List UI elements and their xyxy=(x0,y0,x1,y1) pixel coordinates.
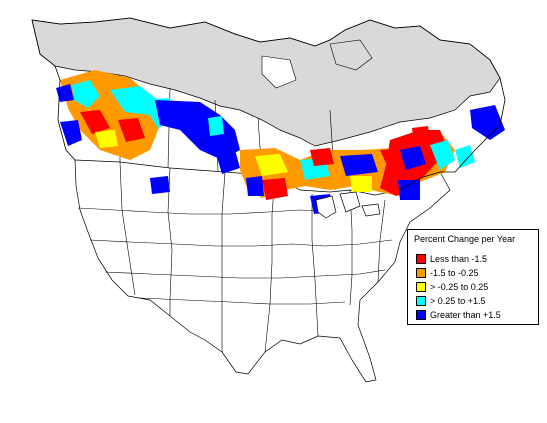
legend-title: Percent Change per Year xyxy=(414,234,516,244)
legend-item-greater-than-1-5: Greater than +1.5 xyxy=(416,308,501,321)
legend-item-neg-1-5-to-neg-0-25: -1.5 to -0.25 xyxy=(416,266,479,279)
data-patches xyxy=(56,70,505,214)
legend-label: > 0.25 to +1.5 xyxy=(430,295,486,306)
legend-swatch-orange xyxy=(416,267,426,278)
legend-item-neg-0-25-to-0-25: > -0.25 to 0.25 xyxy=(416,280,488,293)
legend-item-less-than-neg-1-5: Less than -1.5 xyxy=(416,252,487,265)
legend-item-0-25-to-1-5: > 0.25 to +1.5 xyxy=(416,294,486,307)
coastline xyxy=(31,17,506,191)
state-lines xyxy=(77,161,393,353)
legend-label: -1.5 to -0.25 xyxy=(430,267,479,278)
legend-swatch-blue xyxy=(416,309,426,320)
legend-label: > -0.25 to 0.25 xyxy=(430,281,489,292)
legend-swatch-yellow xyxy=(416,281,426,292)
unsurveyed-region xyxy=(31,17,501,147)
legend: Percent Change per Year Less than -1.5 -… xyxy=(407,229,539,325)
legend-swatch-red xyxy=(416,253,426,264)
legend-label: Less than -1.5 xyxy=(430,253,488,264)
great-lakes xyxy=(315,191,381,219)
legend-label: Greater than +1.5 xyxy=(430,309,501,320)
legend-swatch-cyan xyxy=(416,295,426,306)
